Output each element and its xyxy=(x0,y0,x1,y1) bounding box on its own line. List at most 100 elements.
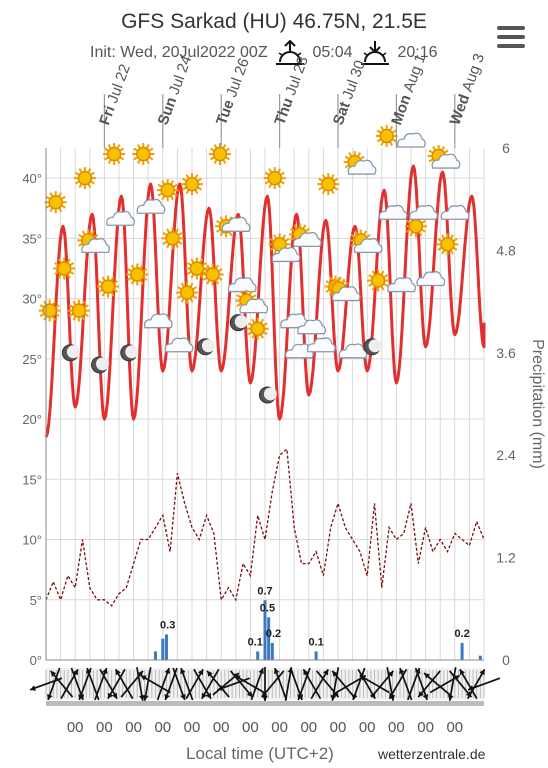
wind-arrow xyxy=(60,668,79,700)
sun-disc xyxy=(165,231,180,246)
sun-ray xyxy=(78,168,83,173)
sun-ray xyxy=(405,228,411,233)
x-tick-label: 00 xyxy=(213,719,230,736)
cloud-shape xyxy=(378,204,408,220)
hamburger-menu-icon[interactable] xyxy=(497,26,525,48)
y-tick-label-left: 25° xyxy=(22,352,42,367)
precip-bar xyxy=(267,617,271,660)
sun-ray xyxy=(139,264,144,269)
cloud-shape xyxy=(227,277,257,293)
wind-arrow-head xyxy=(330,695,337,701)
sun-ray xyxy=(302,224,307,229)
sun-ray xyxy=(263,322,268,327)
wind-arrow xyxy=(193,668,212,700)
y-tick-label-left: 5° xyxy=(30,593,42,608)
sun-ray xyxy=(54,271,59,275)
sun-ray xyxy=(432,146,436,151)
cloud-shape xyxy=(164,337,194,353)
precip-label: 0.2 xyxy=(454,628,469,640)
sun-icon xyxy=(436,233,459,256)
sun-ray xyxy=(197,177,203,182)
sun-ray xyxy=(354,230,359,235)
cloud-icon xyxy=(416,271,446,287)
cloud-icon xyxy=(227,277,257,293)
wind-arrow xyxy=(120,670,144,698)
sun-disc xyxy=(205,267,220,282)
day-label: Wed Aug 3 xyxy=(447,51,489,127)
wind-arrow-head xyxy=(258,668,264,674)
sun-ray xyxy=(409,231,414,237)
sun-ray xyxy=(206,280,211,285)
y-tick-label-left: 15° xyxy=(22,472,42,487)
sun-ray xyxy=(421,219,426,224)
sun-icon xyxy=(208,143,231,166)
day-label: Fri Jul 22 xyxy=(96,62,134,127)
sun-ray xyxy=(170,180,175,185)
precip-label: 0.1 xyxy=(308,636,323,648)
sun-ray xyxy=(127,268,132,272)
sun-icon xyxy=(156,179,179,202)
cloud-icon xyxy=(387,277,417,293)
sun-ray xyxy=(68,304,74,309)
sun-icon xyxy=(181,173,203,196)
sun-ray xyxy=(330,174,335,179)
sun-ray xyxy=(107,159,112,165)
sun-ray xyxy=(321,174,326,179)
sun-icon xyxy=(67,299,90,322)
sun-ray xyxy=(251,334,256,339)
precipitation-layer: 0.30.70.50.10.20.10.2 xyxy=(154,585,482,660)
sun-ray xyxy=(58,192,63,197)
cloud-icon xyxy=(221,216,251,232)
sun-ray xyxy=(192,286,198,290)
moon-icon xyxy=(91,356,110,374)
sun-ray xyxy=(68,313,74,318)
wind-arrow-head xyxy=(86,668,92,674)
sun-ray xyxy=(371,270,376,275)
sun-cloud-icon xyxy=(235,289,269,314)
wind-arrow-head xyxy=(205,692,211,699)
moon-icon xyxy=(196,338,215,356)
sun-icon xyxy=(185,257,208,280)
sun-ray xyxy=(178,231,183,236)
sun-ray xyxy=(441,234,445,239)
sun-ray xyxy=(189,298,194,303)
cloud-icon xyxy=(164,337,194,353)
sun-icon xyxy=(317,173,340,196)
sun-ray xyxy=(333,186,339,191)
sun-ray xyxy=(264,180,270,185)
moon-crescent xyxy=(66,345,80,359)
sun-disc xyxy=(179,285,195,300)
sun-ray xyxy=(194,174,199,179)
sun-ray xyxy=(273,234,277,239)
sun-ray xyxy=(145,159,150,165)
cloud-icon xyxy=(143,313,173,329)
sun-ray xyxy=(119,147,125,152)
sun-icon xyxy=(73,167,96,190)
y-tick-label-right: 4.8 xyxy=(496,242,516,258)
sun-ray xyxy=(93,234,99,238)
wind-arrow-head xyxy=(399,668,405,674)
sun-ray xyxy=(190,274,195,279)
dewpoint-layer xyxy=(45,447,485,607)
y-tick-label-right: 0 xyxy=(502,652,510,668)
sun-ray xyxy=(157,192,163,197)
sun-icon xyxy=(161,227,184,250)
sun-ray xyxy=(392,129,397,134)
wind-arrow-head xyxy=(297,694,303,700)
wind-arrow xyxy=(467,677,501,691)
wind-arrow-head xyxy=(332,670,338,677)
sun-ray xyxy=(450,249,454,255)
sun-ray xyxy=(216,228,221,233)
sun-ray xyxy=(329,276,333,281)
y-axis-title-right: Precipitation (mm) xyxy=(529,339,546,469)
sun-ray xyxy=(344,164,350,169)
weather-icons-layer xyxy=(38,124,470,404)
sun-ray xyxy=(136,159,141,165)
sun-ray xyxy=(285,238,290,242)
dewpoint-line xyxy=(45,447,485,607)
sun-ray xyxy=(366,234,371,238)
sunset-icon xyxy=(361,41,389,65)
sun-ray xyxy=(81,300,86,306)
sun-ray xyxy=(39,304,45,309)
cloud-shape xyxy=(143,313,173,329)
